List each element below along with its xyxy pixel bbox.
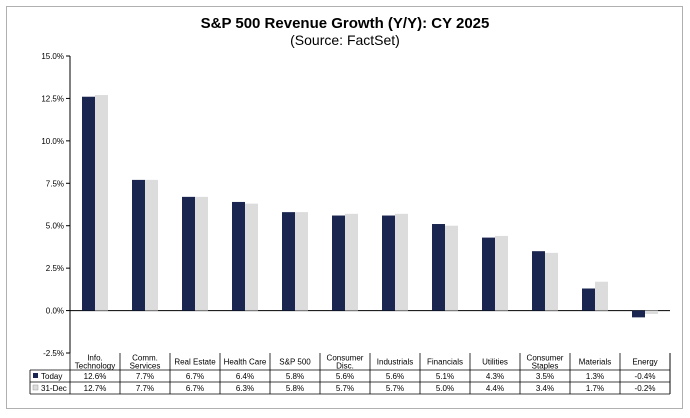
legend-key-31-dec [32,384,39,391]
y-tick-label: -2.5% [43,349,64,358]
table-value: 5.8% [286,372,304,381]
category-label: Health Care [224,358,267,367]
bar-31-dec [345,213,358,311]
bar-31-dec [495,235,508,311]
bar-31-dec [145,179,158,311]
table-value: 5.7% [336,384,354,393]
category-label: Technology [75,362,115,371]
bar-31-dec [445,225,458,311]
table-value: 4.4% [486,384,504,393]
bar-today [332,215,345,311]
bar-today [132,179,145,311]
bar-today [532,251,545,311]
y-tick-label: 15.0% [41,52,64,61]
table-value: 3.4% [536,384,554,393]
legend-label-today: Today [41,372,62,381]
category-label: Services [130,362,161,371]
bar-today [482,237,495,311]
table-value: 12.6% [84,372,107,381]
table-value: 6.4% [236,372,254,381]
bar-31-dec [395,213,408,311]
y-tick-label: 7.5% [46,179,64,188]
table-value: 5.1% [436,372,454,381]
chart-subtitle: (Source: FactSet) [290,32,400,48]
y-tick-label: 2.5% [46,264,64,273]
category-label: Real Estate [174,358,216,367]
bar-31-dec [545,252,558,311]
table-value: 6.3% [236,384,254,393]
table-value: -0.2% [635,384,656,393]
table-value: 5.7% [386,384,404,393]
bar-31-dec [295,212,308,311]
y-tick-label: 5.0% [46,222,64,231]
bar-today [82,96,95,311]
category-label: Utilities [482,358,508,367]
bar-today [182,196,195,311]
category-label: S&P 500 [279,358,311,367]
legend-key-today [33,373,38,378]
table-value: 6.7% [186,384,204,393]
table-value: 1.7% [586,384,604,393]
bar-31-dec [95,95,108,311]
category-label: Staples [532,362,559,371]
bar-today [282,212,295,311]
chart-title: S&P 500 Revenue Growth (Y/Y): CY 2025 [200,15,490,32]
y-tick-label: 12.5% [41,94,64,103]
bar-today [632,310,645,318]
table-value: 5.0% [436,384,454,393]
table-value: 5.6% [386,372,404,381]
category-label: Consumer [527,354,564,363]
table-value: 12.7% [84,384,107,393]
y-tick-label: 0.0% [46,307,64,316]
category-label: Materials [579,358,611,367]
table-value: -0.4% [635,372,656,381]
bar-31-dec [645,310,658,314]
table-value: 4.3% [486,372,504,381]
category-label: Consumer [327,354,364,363]
y-tick-label: 10.0% [41,137,64,146]
chart-frame [6,6,683,409]
table-value: 3.5% [536,372,554,381]
table-value: 7.7% [136,372,154,381]
category-label: Industrials [377,358,413,367]
table-value: 5.8% [286,384,304,393]
bar-today [232,201,245,311]
category-label: Financials [427,358,463,367]
category-label: Energy [632,358,657,367]
bar-31-dec [245,203,258,311]
table-value: 5.6% [336,372,354,381]
table-value: 1.3% [586,372,604,381]
category-label: Comm. [132,354,158,363]
category-label: Disc. [336,362,354,371]
legend-label-31-dec: 31-Dec [41,384,67,393]
bar-today [582,288,595,311]
bar-31-dec [595,281,608,311]
bar-31-dec [195,196,208,311]
bar-today [382,215,395,311]
table-value: 7.7% [136,384,154,393]
category-label: Info. [87,354,103,363]
table-value: 6.7% [186,372,204,381]
bar-today [432,224,445,311]
